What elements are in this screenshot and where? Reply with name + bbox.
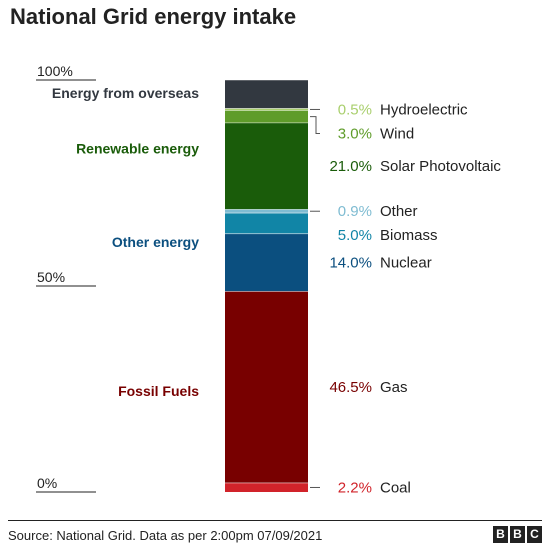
label-leader bbox=[310, 116, 320, 134]
logo-letter: B bbox=[510, 526, 525, 543]
data-label-name: Wind bbox=[380, 125, 414, 142]
data-label-value: 2.2% bbox=[338, 479, 372, 496]
bar-segment-other bbox=[225, 209, 308, 214]
data-label-value: 14.0% bbox=[329, 255, 372, 272]
bar-segment-energy-from-overseas bbox=[225, 80, 308, 109]
bar-segment-wind bbox=[225, 110, 308, 123]
group-label-other-energy: Other energy bbox=[112, 234, 199, 250]
data-label-name: Coal bbox=[380, 479, 411, 496]
group-label-renewable-energy: Renewable energy bbox=[76, 140, 199, 156]
data-label-name: Gas bbox=[380, 379, 408, 396]
logo-letter: C bbox=[527, 526, 542, 543]
data-label-value: 46.5% bbox=[329, 379, 372, 396]
group-label-fossil-fuels: Fossil Fuels bbox=[118, 383, 199, 399]
logo-letter: B bbox=[493, 526, 508, 543]
data-label-value: 0.5% bbox=[338, 101, 372, 118]
y-tick-label: 50% bbox=[37, 269, 65, 285]
data-label-value: 0.9% bbox=[338, 203, 372, 220]
y-tick-label: 100% bbox=[37, 63, 73, 79]
stacked-bar-chart: 100% 50% 0% 0.5% Hydroelectric 3.0% Wind 21.0%… bbox=[36, 63, 501, 496]
source-note: Source: National Grid. Data as per 2:00p… bbox=[8, 528, 323, 543]
data-label-value: 3.0% bbox=[338, 125, 372, 142]
bar-segment-hydroelectric bbox=[225, 108, 308, 111]
bbc-logo: B B C bbox=[493, 526, 542, 543]
y-tick-label: 0% bbox=[37, 475, 57, 491]
bar-segment-solar-photovoltaic bbox=[225, 122, 308, 210]
chart-title: National Grid energy intake bbox=[10, 4, 297, 29]
data-label-name: Nuclear bbox=[380, 255, 432, 272]
data-label-name: Other bbox=[380, 203, 418, 220]
data-label-name: Solar Photovoltaic bbox=[380, 158, 501, 175]
bar-segment-biomass bbox=[225, 213, 308, 234]
data-label-value: 5.0% bbox=[338, 227, 372, 244]
group-label-energy-from-overseas: Energy from overseas bbox=[52, 85, 199, 101]
bar-segment-gas bbox=[225, 291, 308, 483]
data-label-value: 21.0% bbox=[329, 158, 372, 175]
footer-divider bbox=[8, 520, 542, 521]
data-label-name: Hydroelectric bbox=[380, 101, 468, 118]
bar-segment-coal bbox=[225, 482, 308, 492]
bar-segment-nuclear bbox=[225, 233, 308, 292]
data-label-name: Biomass bbox=[380, 227, 438, 244]
